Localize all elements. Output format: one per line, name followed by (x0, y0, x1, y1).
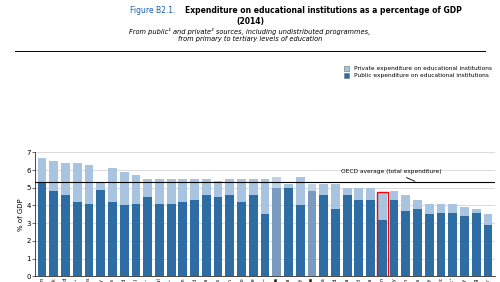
Bar (190, 179, 199, 200)
Bar (178, 179, 188, 202)
Bar (38, 182, 46, 276)
Bar (296, 206, 304, 276)
Bar (413, 209, 422, 276)
Bar (73, 202, 82, 276)
Bar (214, 181, 222, 197)
Bar (132, 204, 140, 276)
Bar (84, 204, 94, 276)
Bar (61, 163, 70, 195)
Bar (214, 197, 222, 276)
Bar (425, 204, 434, 214)
Bar (331, 209, 340, 276)
Bar (320, 184, 328, 195)
Bar (390, 200, 398, 276)
Bar (202, 179, 210, 195)
Bar (472, 209, 480, 213)
Bar (425, 214, 434, 276)
Bar (190, 200, 199, 276)
Bar (342, 188, 351, 195)
Bar (402, 211, 410, 276)
Bar (378, 220, 386, 276)
Text: Expenditure on educational institutions as a percentage of GDP: Expenditure on educational institutions … (185, 6, 462, 15)
Bar (284, 188, 293, 276)
Bar (132, 175, 140, 204)
Bar (342, 195, 351, 276)
Bar (320, 195, 328, 276)
Bar (436, 213, 446, 276)
Bar (61, 195, 70, 276)
Text: From public¹ and private² sources, including undistributed programmes,
from prim: From public¹ and private² sources, inclu… (130, 28, 370, 42)
Bar (260, 179, 270, 214)
Bar (448, 204, 457, 213)
Bar (50, 161, 58, 191)
Bar (84, 165, 94, 204)
Bar (354, 188, 364, 200)
Bar (155, 204, 164, 276)
Bar (390, 191, 398, 200)
Bar (354, 200, 364, 276)
Bar (448, 213, 457, 276)
Bar (166, 204, 175, 276)
Bar (108, 168, 117, 202)
Bar (436, 204, 446, 213)
Legend: Private expenditure on educational institutions, Public expenditure on education: Private expenditure on educational insti… (344, 66, 492, 78)
Bar (166, 179, 175, 204)
Bar (178, 202, 188, 276)
Text: OECD average (total expenditure): OECD average (total expenditure) (342, 169, 442, 181)
Bar (96, 190, 105, 276)
Bar (413, 200, 422, 209)
Text: Figure B2.1.: Figure B2.1. (130, 6, 176, 15)
Bar (249, 195, 258, 276)
Bar (308, 191, 316, 276)
Bar (38, 158, 46, 182)
Bar (402, 195, 410, 211)
Bar (155, 179, 164, 204)
Bar (308, 184, 316, 191)
Bar (120, 172, 128, 206)
Bar (108, 202, 117, 276)
Bar (96, 182, 105, 190)
Y-axis label: % of GDP: % of GDP (18, 198, 24, 231)
Bar (366, 188, 375, 200)
Bar (284, 184, 293, 188)
Bar (484, 214, 492, 225)
Bar (249, 179, 258, 195)
Bar (272, 188, 281, 276)
Bar (331, 184, 340, 209)
Bar (120, 206, 128, 276)
Bar (378, 193, 386, 220)
Bar (472, 213, 480, 276)
Bar (237, 179, 246, 202)
Bar (73, 163, 82, 202)
Bar (272, 177, 281, 188)
Text: (2014): (2014) (236, 17, 264, 27)
Bar (144, 197, 152, 276)
Bar (260, 214, 270, 276)
Bar (50, 191, 58, 276)
Bar (460, 207, 469, 216)
Bar (296, 177, 304, 206)
Bar (484, 225, 492, 276)
Bar (460, 216, 469, 276)
Bar (366, 200, 375, 276)
Bar (226, 179, 234, 195)
Bar (144, 179, 152, 197)
Bar (237, 202, 246, 276)
Bar (202, 195, 210, 276)
Bar (226, 195, 234, 276)
